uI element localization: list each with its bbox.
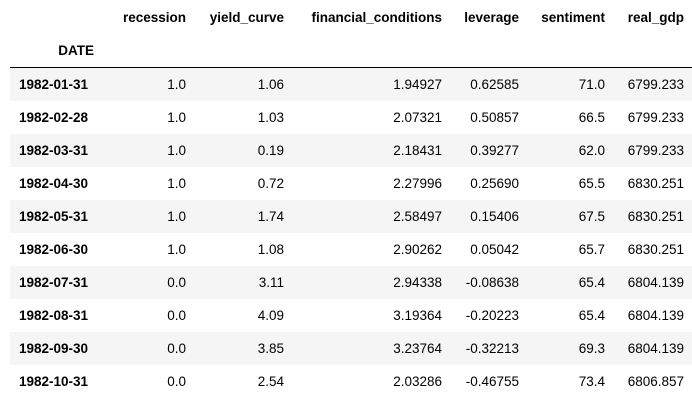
cell-yield_curve: 0.72	[257, 175, 284, 191]
cell-real_gdp: 6830.251	[627, 208, 684, 224]
column-header: sentiment	[541, 9, 605, 25]
cell-financial_conditions: 2.94338	[393, 274, 442, 290]
cell-leverage: -0.32213	[465, 340, 519, 356]
cell-real_gdp: 6799.233	[627, 76, 684, 92]
column-header: yield_curve	[209, 9, 284, 25]
cell-leverage: 0.50857	[470, 109, 519, 125]
cell-recession: 1.0	[167, 208, 186, 224]
cell-leverage: -0.08638	[465, 274, 519, 290]
row-index-date: 1982-08-31	[19, 307, 89, 323]
column-header: recession	[122, 9, 186, 25]
cell-leverage: -0.20223	[465, 307, 519, 323]
cell-sentiment: 66.5	[578, 109, 605, 125]
cell-sentiment: 65.5	[578, 175, 605, 191]
index-name: DATE	[10, 34, 102, 68]
cell-leverage: 0.62585	[470, 76, 519, 92]
cell-financial_conditions: 1.94927	[393, 76, 442, 92]
cell-yield_curve: 0.19	[257, 142, 284, 158]
cell-recession: 1.0	[167, 76, 186, 92]
cell-financial_conditions: 2.03286	[393, 373, 442, 389]
cell-sentiment: 71.0	[578, 76, 605, 92]
cell-sentiment: 65.4	[578, 307, 605, 323]
cell-leverage: 0.39277	[470, 142, 519, 158]
row-index-date: 1982-05-31	[19, 208, 89, 224]
table-row: 1982-06-30 1.0 1.08 2.90262 0.05042 65.7 6830.…	[10, 232, 692, 266]
cell-real_gdp: 6830.251	[627, 175, 684, 191]
cell-financial_conditions: 3.19364	[393, 307, 442, 323]
dataframe-table: recession yield_curve financial_conditio…	[10, 0, 692, 398]
table-row: 1982-08-31 0.0 4.09 3.19364 -0.20223 65.4 6804…	[10, 298, 692, 332]
index-header-row: DATE	[10, 34, 692, 68]
row-index-date: 1982-07-31	[19, 274, 89, 290]
table-row: 1982-07-31 0.0 3.11 2.94338 -0.08638 65.4 6804…	[10, 265, 692, 299]
cell-recession: 0.0	[167, 307, 186, 323]
table-row: 1982-02-28 1.0 1.03 2.07321 0.50857 66.5 6799.…	[10, 100, 692, 134]
row-index-date: 1982-03-31	[19, 142, 89, 158]
cell-real_gdp: 6830.251	[627, 241, 684, 257]
cell-yield_curve: 4.09	[257, 307, 284, 323]
cell-real_gdp: 6804.139	[627, 307, 684, 323]
row-index-date: 1982-01-31	[19, 76, 89, 92]
cell-leverage: 0.05042	[470, 241, 519, 257]
cell-sentiment: 73.4	[578, 373, 605, 389]
cell-real_gdp: 6804.139	[627, 274, 684, 290]
cell-sentiment: 67.5	[578, 208, 605, 224]
cell-recession: 0.0	[167, 373, 186, 389]
cell-yield_curve: 3.11	[258, 274, 284, 290]
row-index-date: 1982-04-30	[19, 175, 89, 191]
column-header: financial_conditions	[311, 9, 442, 25]
column-header: real_gdp	[627, 9, 684, 25]
cell-sentiment: 65.7	[578, 241, 605, 257]
cell-real_gdp: 6804.139	[627, 340, 684, 356]
table-row: 1982-04-30 1.0 0.72 2.27996 0.25690 65.5 6830.…	[10, 166, 692, 200]
row-index-date: 1982-09-30	[19, 340, 89, 356]
cell-financial_conditions: 2.58497	[393, 208, 442, 224]
cell-yield_curve: 3.85	[257, 340, 284, 356]
cell-real_gdp: 6799.233	[627, 142, 684, 158]
table-row: 1982-09-30 0.0 3.85 3.23764 -0.32213 69.3 6804…	[10, 331, 692, 365]
cell-financial_conditions: 2.07321	[393, 109, 442, 125]
cell-recession: 1.0	[167, 109, 186, 125]
cell-sentiment: 69.3	[578, 340, 605, 356]
cell-yield_curve: 2.54	[257, 373, 284, 389]
cell-yield_curve: 1.08	[257, 241, 284, 257]
cell-recession: 1.0	[167, 142, 186, 158]
row-index-date: 1982-10-31	[19, 373, 89, 389]
cell-recession: 1.0	[167, 241, 186, 257]
table-header: recession yield_curve financial_conditio…	[10, 0, 692, 68]
table-row: 1982-05-31 1.0 1.74 2.58497 0.15406 67.5 6830.…	[10, 199, 692, 233]
row-index-date: 1982-02-28	[19, 109, 89, 125]
cell-recession: 0.0	[167, 274, 186, 290]
table-row: 1982-10-31 0.0 2.54 2.03286 -0.46755 73.4 6806…	[10, 364, 692, 398]
cell-sentiment: 65.4	[578, 274, 605, 290]
cell-sentiment: 62.0	[578, 142, 605, 158]
cell-financial_conditions: 2.90262	[393, 241, 442, 257]
cell-leverage: 0.15406	[470, 208, 519, 224]
column-header-row: recession yield_curve financial_conditio…	[10, 0, 692, 34]
cell-leverage: 0.25690	[470, 175, 519, 191]
cell-recession: 1.0	[167, 175, 186, 191]
cell-financial_conditions: 2.27996	[393, 175, 442, 191]
cell-leverage: -0.46755	[465, 373, 519, 389]
cell-yield_curve: 1.74	[257, 208, 284, 224]
column-header: leverage	[464, 9, 519, 25]
cell-financial_conditions: 2.18431	[393, 142, 442, 158]
cell-financial_conditions: 3.23764	[393, 340, 442, 356]
row-index-date: 1982-06-30	[19, 241, 89, 257]
cell-real_gdp: 6799.233	[627, 109, 684, 125]
table-body: 1982-01-31 1.0 1.06 1.94927 0.62585 71.0 6799.…	[10, 67, 692, 398]
table-row: 1982-03-31 1.0 0.19 2.18431 0.39277 62.0 6799.…	[10, 133, 692, 167]
cell-yield_curve: 1.06	[257, 76, 284, 92]
table-row: 1982-01-31 1.0 1.06 1.94927 0.62585 71.0 6799.…	[10, 67, 692, 101]
cell-recession: 0.0	[167, 340, 186, 356]
cell-real_gdp: 6806.857	[627, 373, 684, 389]
cell-yield_curve: 1.03	[257, 109, 284, 125]
header-blank-cell	[10, 0, 102, 34]
